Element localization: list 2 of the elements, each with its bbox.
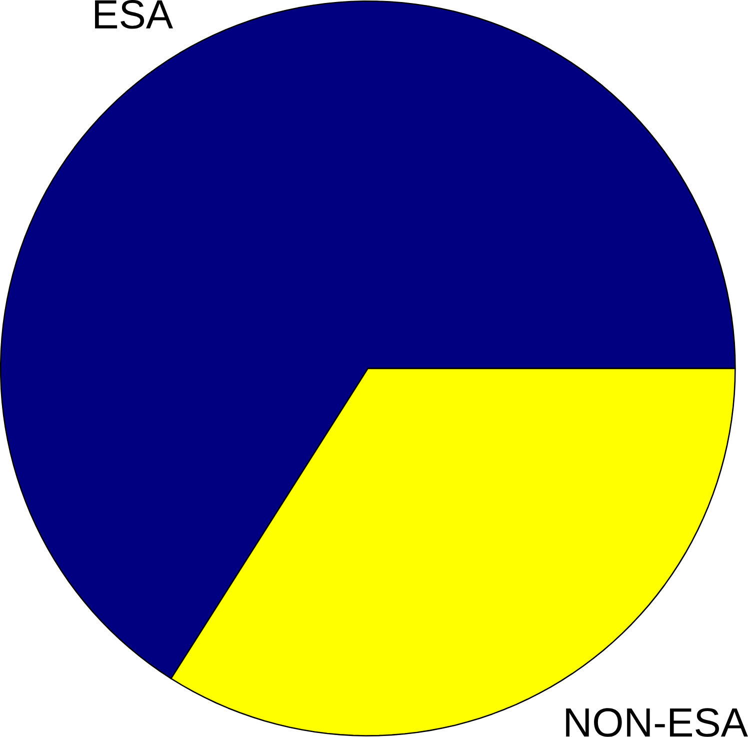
slice-label: ESA: [95, 0, 173, 29]
slice-label: NON-ESA: [566, 708, 748, 737]
